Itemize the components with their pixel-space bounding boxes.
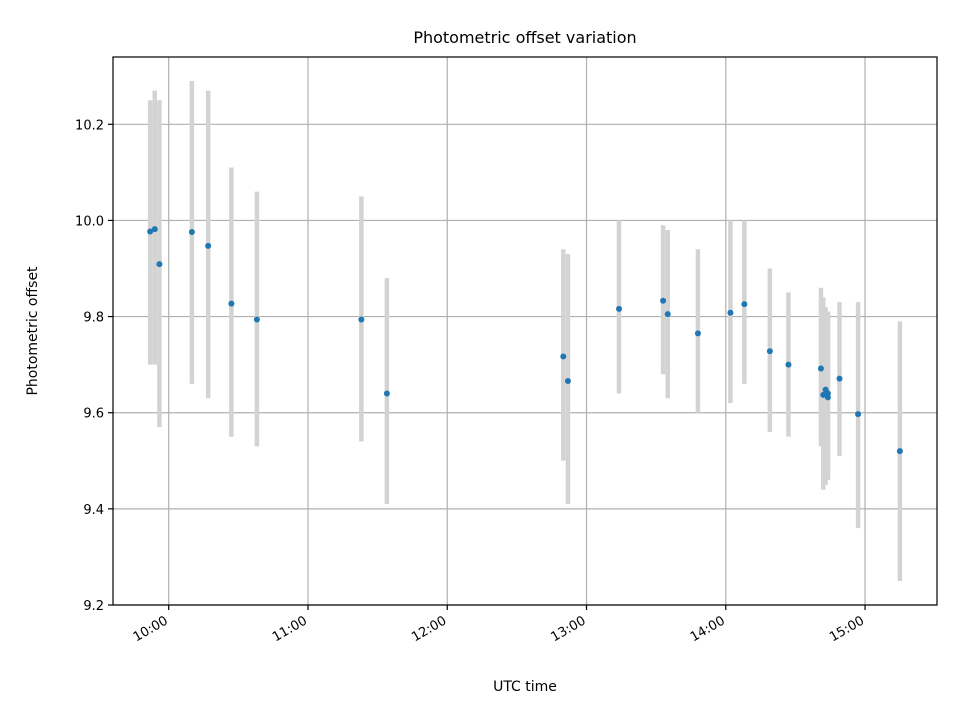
data-point — [820, 391, 827, 398]
data-point — [151, 226, 158, 233]
y-tick-label: 9.4 — [83, 503, 104, 518]
data-point — [855, 411, 862, 418]
y-axis-label: Photometric offset — [25, 266, 41, 396]
data-point — [560, 353, 567, 360]
data-point — [660, 297, 667, 304]
data-point — [383, 390, 390, 397]
data-point — [664, 311, 671, 318]
data-point — [836, 375, 843, 382]
data-point — [741, 301, 748, 308]
data-point — [694, 330, 701, 337]
data-point — [616, 305, 623, 312]
x-axis-label: UTC time — [493, 679, 557, 695]
data-point — [253, 316, 260, 323]
y-tick-label: 10.0 — [75, 214, 104, 229]
data-point — [147, 228, 154, 235]
y-tick-label: 9.8 — [83, 311, 104, 326]
data-point — [228, 300, 235, 307]
data-point — [817, 365, 824, 372]
data-point — [896, 448, 903, 455]
data-point — [564, 377, 571, 384]
data-point — [727, 309, 734, 316]
data-points — [147, 226, 903, 455]
data-point — [766, 348, 773, 355]
plot-frame — [112, 56, 938, 606]
y-tick-label: 9.6 — [83, 407, 104, 422]
data-point — [156, 261, 163, 268]
data-point — [824, 390, 831, 397]
data-point — [205, 242, 212, 249]
data-point — [358, 316, 365, 323]
y-tick-label: 10.2 — [75, 118, 104, 133]
y-axis-ticks: 9.2 9.4 9.6 9.8 10.0 10.2 — [75, 118, 113, 614]
data-point — [785, 361, 792, 368]
y-tick-label: 9.2 — [83, 599, 104, 614]
data-point — [188, 228, 195, 235]
chart-title: Photometric offset variation — [413, 28, 636, 47]
